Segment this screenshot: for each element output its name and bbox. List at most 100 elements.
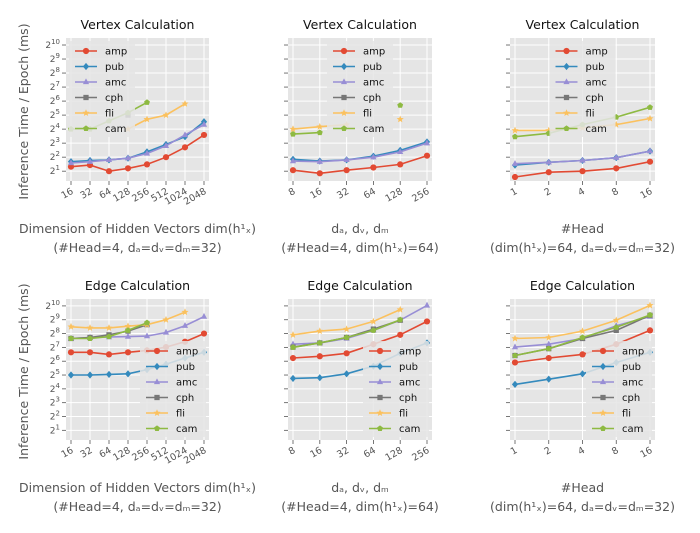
data-point xyxy=(143,332,151,339)
x-tick-label: 8 xyxy=(287,445,298,458)
legend-label: cam xyxy=(586,124,607,135)
legend-marker xyxy=(599,409,607,416)
data-point xyxy=(646,158,654,165)
data-point xyxy=(105,324,113,331)
data-point xyxy=(162,154,170,161)
data-point xyxy=(397,148,404,155)
data-point xyxy=(290,344,296,350)
data-point xyxy=(144,99,150,105)
data-point xyxy=(545,375,552,383)
legend-label: cph xyxy=(363,93,381,104)
data-point xyxy=(124,370,132,378)
data-point xyxy=(343,156,350,163)
x-axis-sublabel: (#Head=4, dim(h¹ₓ)=64) xyxy=(281,499,438,514)
series-amp xyxy=(289,152,431,177)
series-amc xyxy=(289,139,431,164)
x-tick-label: 4 xyxy=(576,186,587,199)
x-tick-label: 64 xyxy=(362,186,378,202)
legend-marker xyxy=(82,78,90,85)
legend-marker xyxy=(376,409,384,416)
legend-entry-cam: cam xyxy=(146,424,197,435)
legend-marker xyxy=(563,78,570,85)
x-tick-label: 256 xyxy=(410,445,431,464)
legend-label: pub xyxy=(105,62,124,73)
subplot-title: Edge Calculation xyxy=(307,278,412,293)
data-point xyxy=(125,327,131,333)
data-point xyxy=(579,334,586,341)
data-point xyxy=(397,316,404,323)
x-axis-sublabel: (dim(h¹ₓ)=64, dₐ=dᵥ=dₘ=32) xyxy=(490,240,675,255)
x-tick-label: 32 xyxy=(335,186,351,202)
x-axis-label: Dimension of Hidden Vectors dim(h¹ₓ) xyxy=(19,221,256,236)
legend-entry-amc: amc xyxy=(333,78,384,89)
legend-entry-amp: amp xyxy=(146,347,198,358)
legend-marker xyxy=(599,378,607,385)
legend: amp pub amc cph fli cam xyxy=(549,41,616,137)
data-point xyxy=(105,156,113,163)
data-point xyxy=(316,129,323,136)
y-axis-label: Inference Time / Epoch (ms) xyxy=(16,283,31,459)
x-axis-label: Dimension of Hidden Vectors dim(h¹ₓ) xyxy=(19,480,256,495)
data-point xyxy=(181,322,189,328)
legend-label: amp xyxy=(399,347,421,358)
data-point xyxy=(343,325,351,333)
x-tick-label: 2 xyxy=(543,445,554,458)
x-tick-label: 128 xyxy=(383,445,404,464)
legend-label: amc xyxy=(363,78,384,89)
y-tick-label: 210 xyxy=(45,38,60,51)
legend-entry-cph: cph xyxy=(592,393,640,404)
data-point xyxy=(646,114,654,122)
legend-entry-cph: cph xyxy=(75,93,123,104)
data-point xyxy=(105,168,113,175)
y-tick-label: 28 xyxy=(50,66,60,79)
x-tick-label: 4 xyxy=(576,445,587,458)
subplot-2: Vertex Calculation 8 16 32 64 128 256 dₐ, dᵥ, d… xyxy=(281,17,438,255)
legend-marker xyxy=(153,347,161,355)
data-point xyxy=(316,374,323,382)
legend-entry-pub: pub xyxy=(592,362,641,373)
data-point xyxy=(397,161,404,168)
data-point xyxy=(512,352,518,359)
data-point xyxy=(343,370,350,378)
legend: amp pub amc cph fli cam xyxy=(327,41,393,137)
legend-label: cph xyxy=(622,393,640,404)
legend-label: pub xyxy=(176,362,195,373)
data-point xyxy=(613,324,620,330)
data-point xyxy=(646,327,654,334)
legend-marker xyxy=(563,62,570,71)
legend-entry-amc: amc xyxy=(75,78,126,89)
legend-entry-amp: amp xyxy=(333,47,385,58)
legend-label: amc xyxy=(586,78,607,89)
subplot-title: Vertex Calculation xyxy=(526,17,640,32)
legend-entry-amc: amc xyxy=(592,378,643,389)
data-point xyxy=(370,164,377,171)
data-point xyxy=(162,316,170,323)
legend-label: cam xyxy=(105,124,126,135)
legend-label: amp xyxy=(622,347,644,358)
legend-entry-pub: pub xyxy=(369,362,418,373)
data-point xyxy=(200,312,208,319)
legend-label: amp xyxy=(586,47,608,58)
x-axis-sublabel: (#Head=4, dₐ=dᵥ=dₘ=32) xyxy=(53,240,221,255)
data-point xyxy=(143,149,151,156)
data-point xyxy=(646,147,654,154)
data-point xyxy=(370,153,377,160)
data-point xyxy=(578,327,587,335)
legend-entry-cam: cam xyxy=(555,124,607,135)
x-tick-label: 1 xyxy=(509,445,520,458)
data-point xyxy=(511,343,519,350)
legend-marker xyxy=(563,94,570,101)
data-point xyxy=(181,308,189,316)
legend-marker xyxy=(341,94,347,101)
legend-entry-cam: cam xyxy=(75,124,126,135)
legend-marker xyxy=(154,425,160,432)
data-point xyxy=(181,144,189,151)
data-point xyxy=(647,311,653,318)
data-point xyxy=(545,169,552,176)
data-point xyxy=(396,305,404,313)
legend-entry-fli: fli xyxy=(592,409,631,420)
series-line xyxy=(127,103,186,130)
x-tick-label: 8 xyxy=(610,186,621,199)
